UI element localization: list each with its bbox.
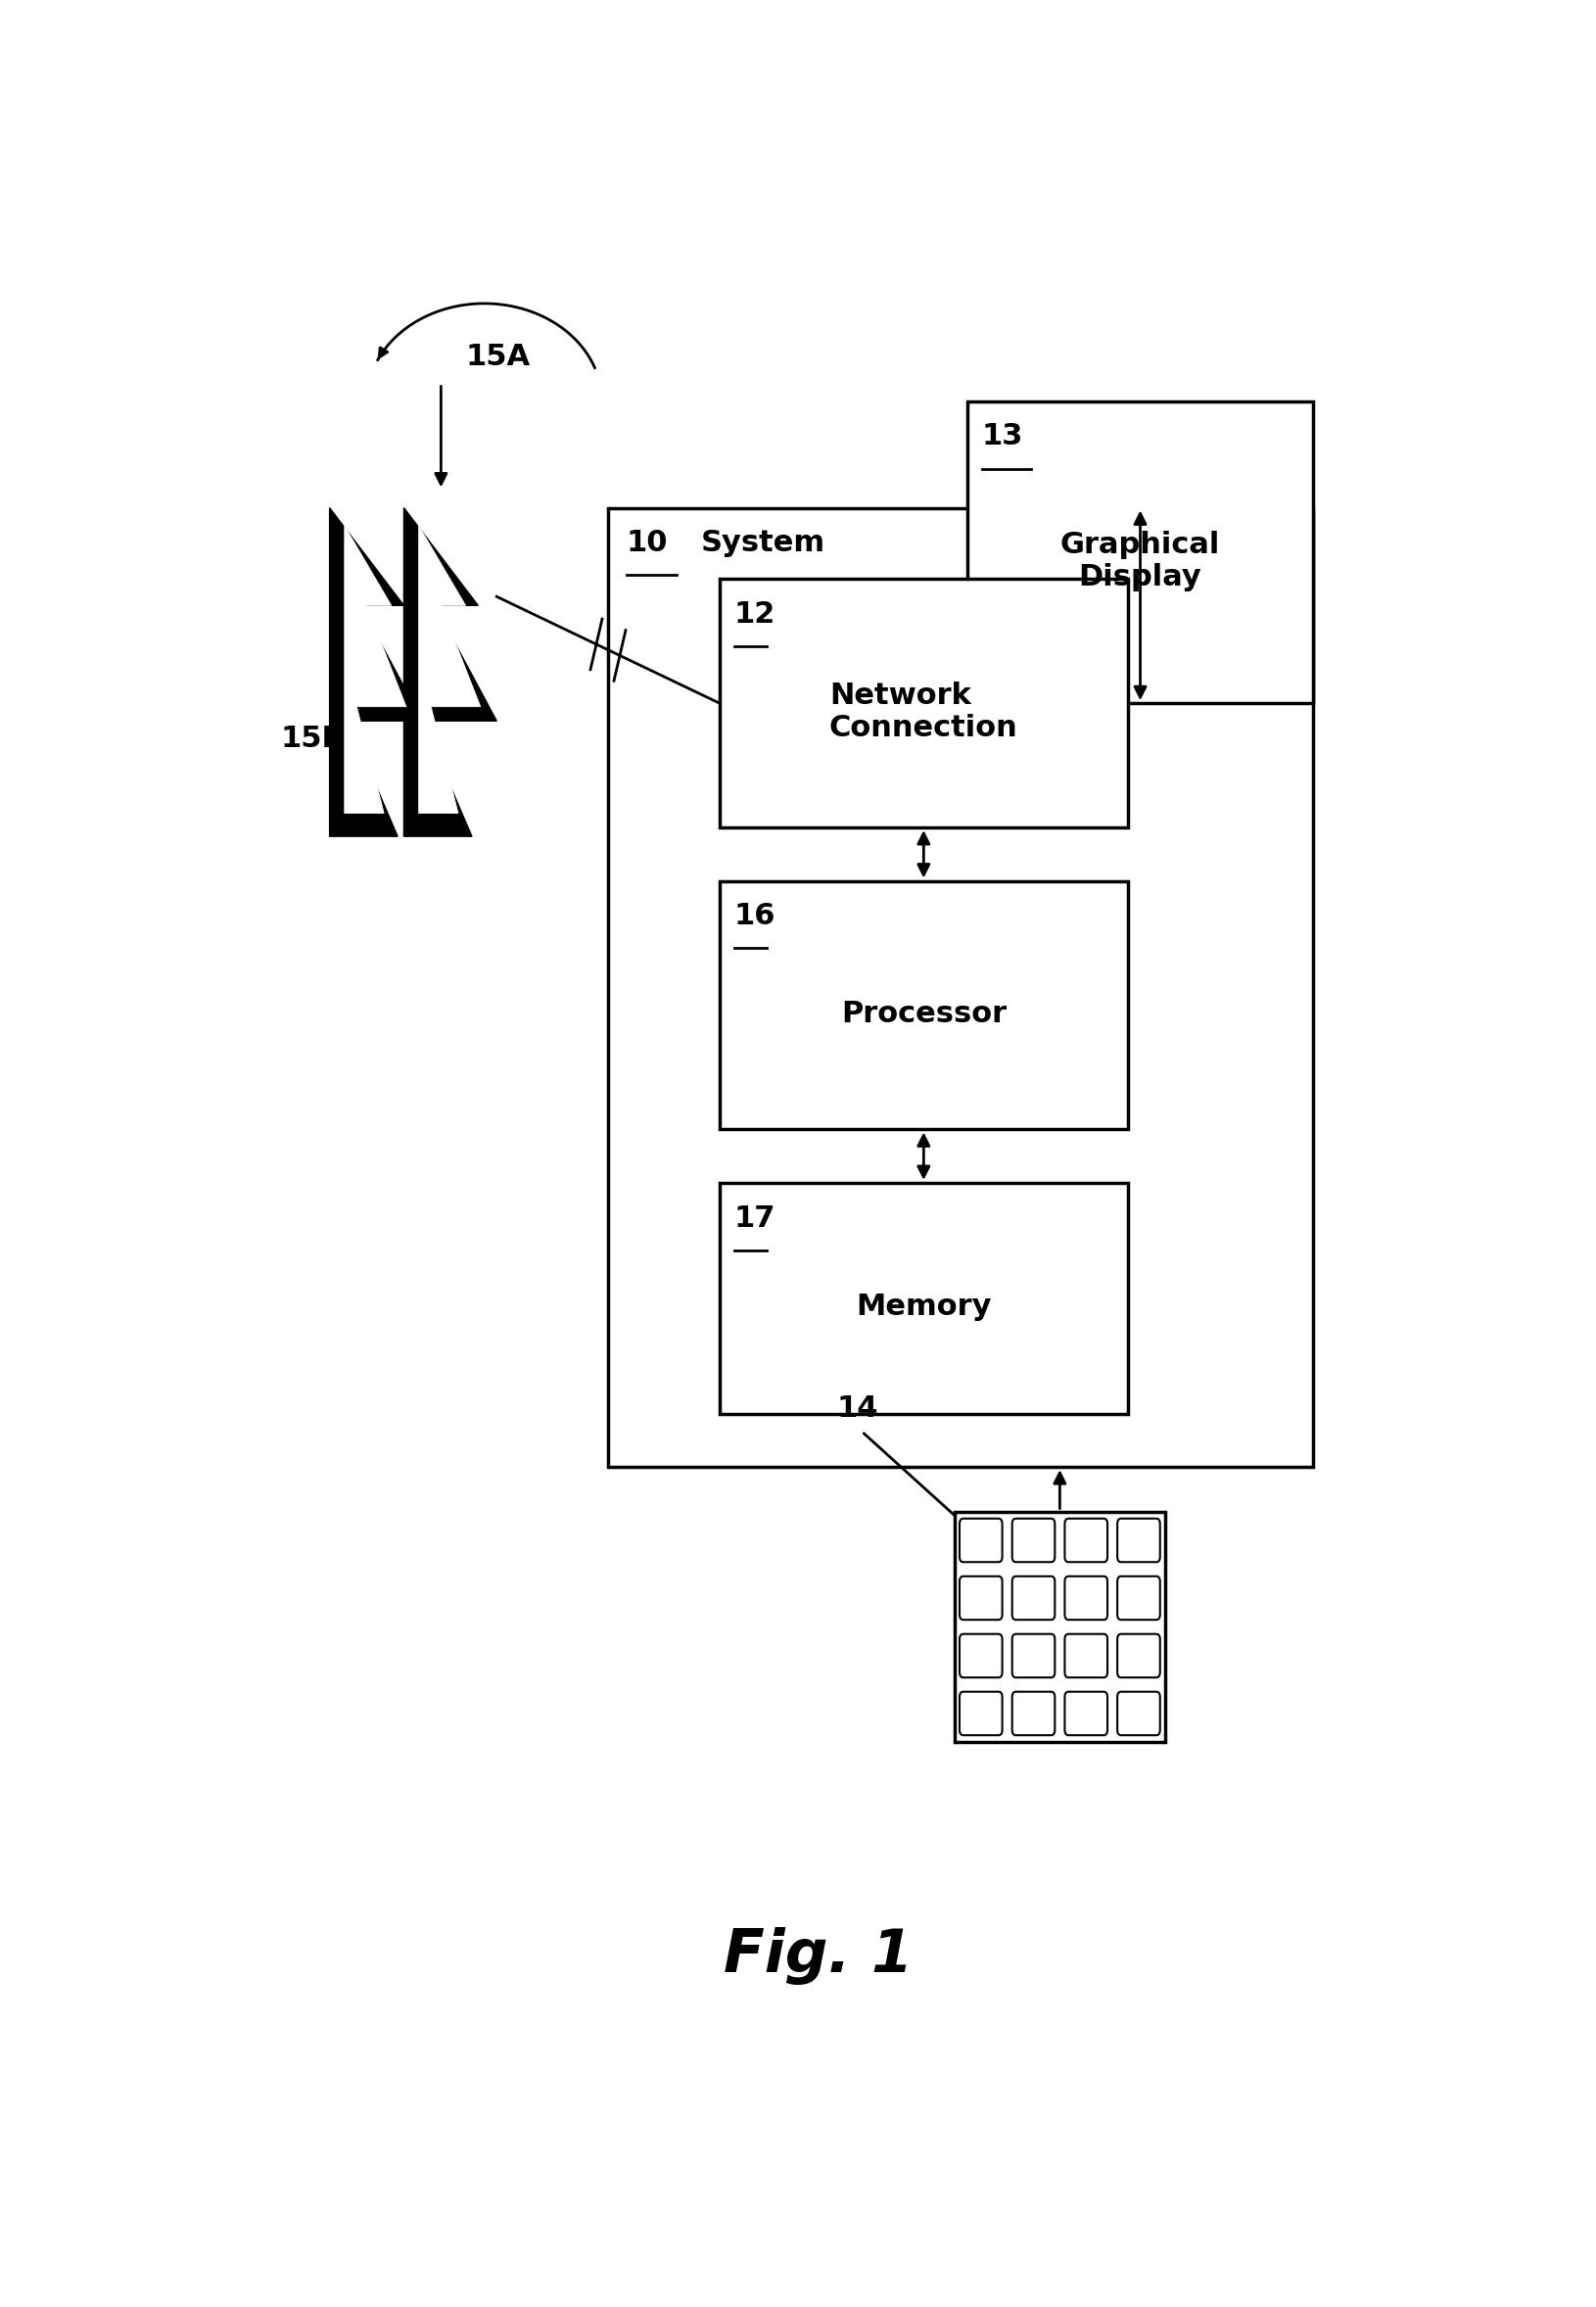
FancyBboxPatch shape — [959, 1518, 1002, 1562]
Polygon shape — [404, 508, 496, 837]
FancyBboxPatch shape — [1065, 1633, 1106, 1677]
Text: 16: 16 — [734, 902, 776, 930]
Bar — [608, 508, 1312, 1467]
FancyBboxPatch shape — [1117, 1518, 1159, 1562]
Polygon shape — [418, 526, 480, 814]
Text: Graphical
Display: Graphical Display — [1060, 531, 1219, 591]
Text: 14: 14 — [836, 1393, 878, 1423]
FancyBboxPatch shape — [1012, 1576, 1055, 1620]
Text: 12: 12 — [734, 600, 776, 628]
Text: Fig. 1: Fig. 1 — [723, 1926, 913, 1984]
FancyBboxPatch shape — [959, 1691, 1002, 1735]
Bar — [720, 1183, 1127, 1414]
Text: Network
Connection: Network Connection — [828, 681, 1017, 743]
Bar — [720, 881, 1127, 1130]
FancyBboxPatch shape — [959, 1633, 1002, 1677]
Bar — [967, 401, 1314, 704]
FancyBboxPatch shape — [1012, 1518, 1055, 1562]
FancyBboxPatch shape — [1012, 1633, 1055, 1677]
Polygon shape — [329, 508, 421, 837]
Text: Memory: Memory — [855, 1292, 991, 1322]
FancyBboxPatch shape — [1065, 1691, 1106, 1735]
FancyBboxPatch shape — [959, 1576, 1002, 1620]
Polygon shape — [345, 526, 405, 814]
FancyBboxPatch shape — [1117, 1691, 1159, 1735]
FancyBboxPatch shape — [1012, 1691, 1055, 1735]
Text: 13: 13 — [982, 422, 1023, 450]
FancyBboxPatch shape — [1117, 1633, 1159, 1677]
Text: 15B: 15B — [279, 724, 345, 752]
FancyBboxPatch shape — [1117, 1576, 1159, 1620]
Text: 10: 10 — [626, 528, 667, 558]
Text: Processor: Processor — [841, 999, 1005, 1029]
Text: 17: 17 — [734, 1204, 776, 1232]
Text: 15A: 15A — [466, 341, 530, 371]
Text: System: System — [701, 528, 825, 558]
Bar — [720, 579, 1127, 828]
FancyBboxPatch shape — [1065, 1518, 1106, 1562]
FancyBboxPatch shape — [1065, 1576, 1106, 1620]
Bar — [954, 1511, 1165, 1742]
